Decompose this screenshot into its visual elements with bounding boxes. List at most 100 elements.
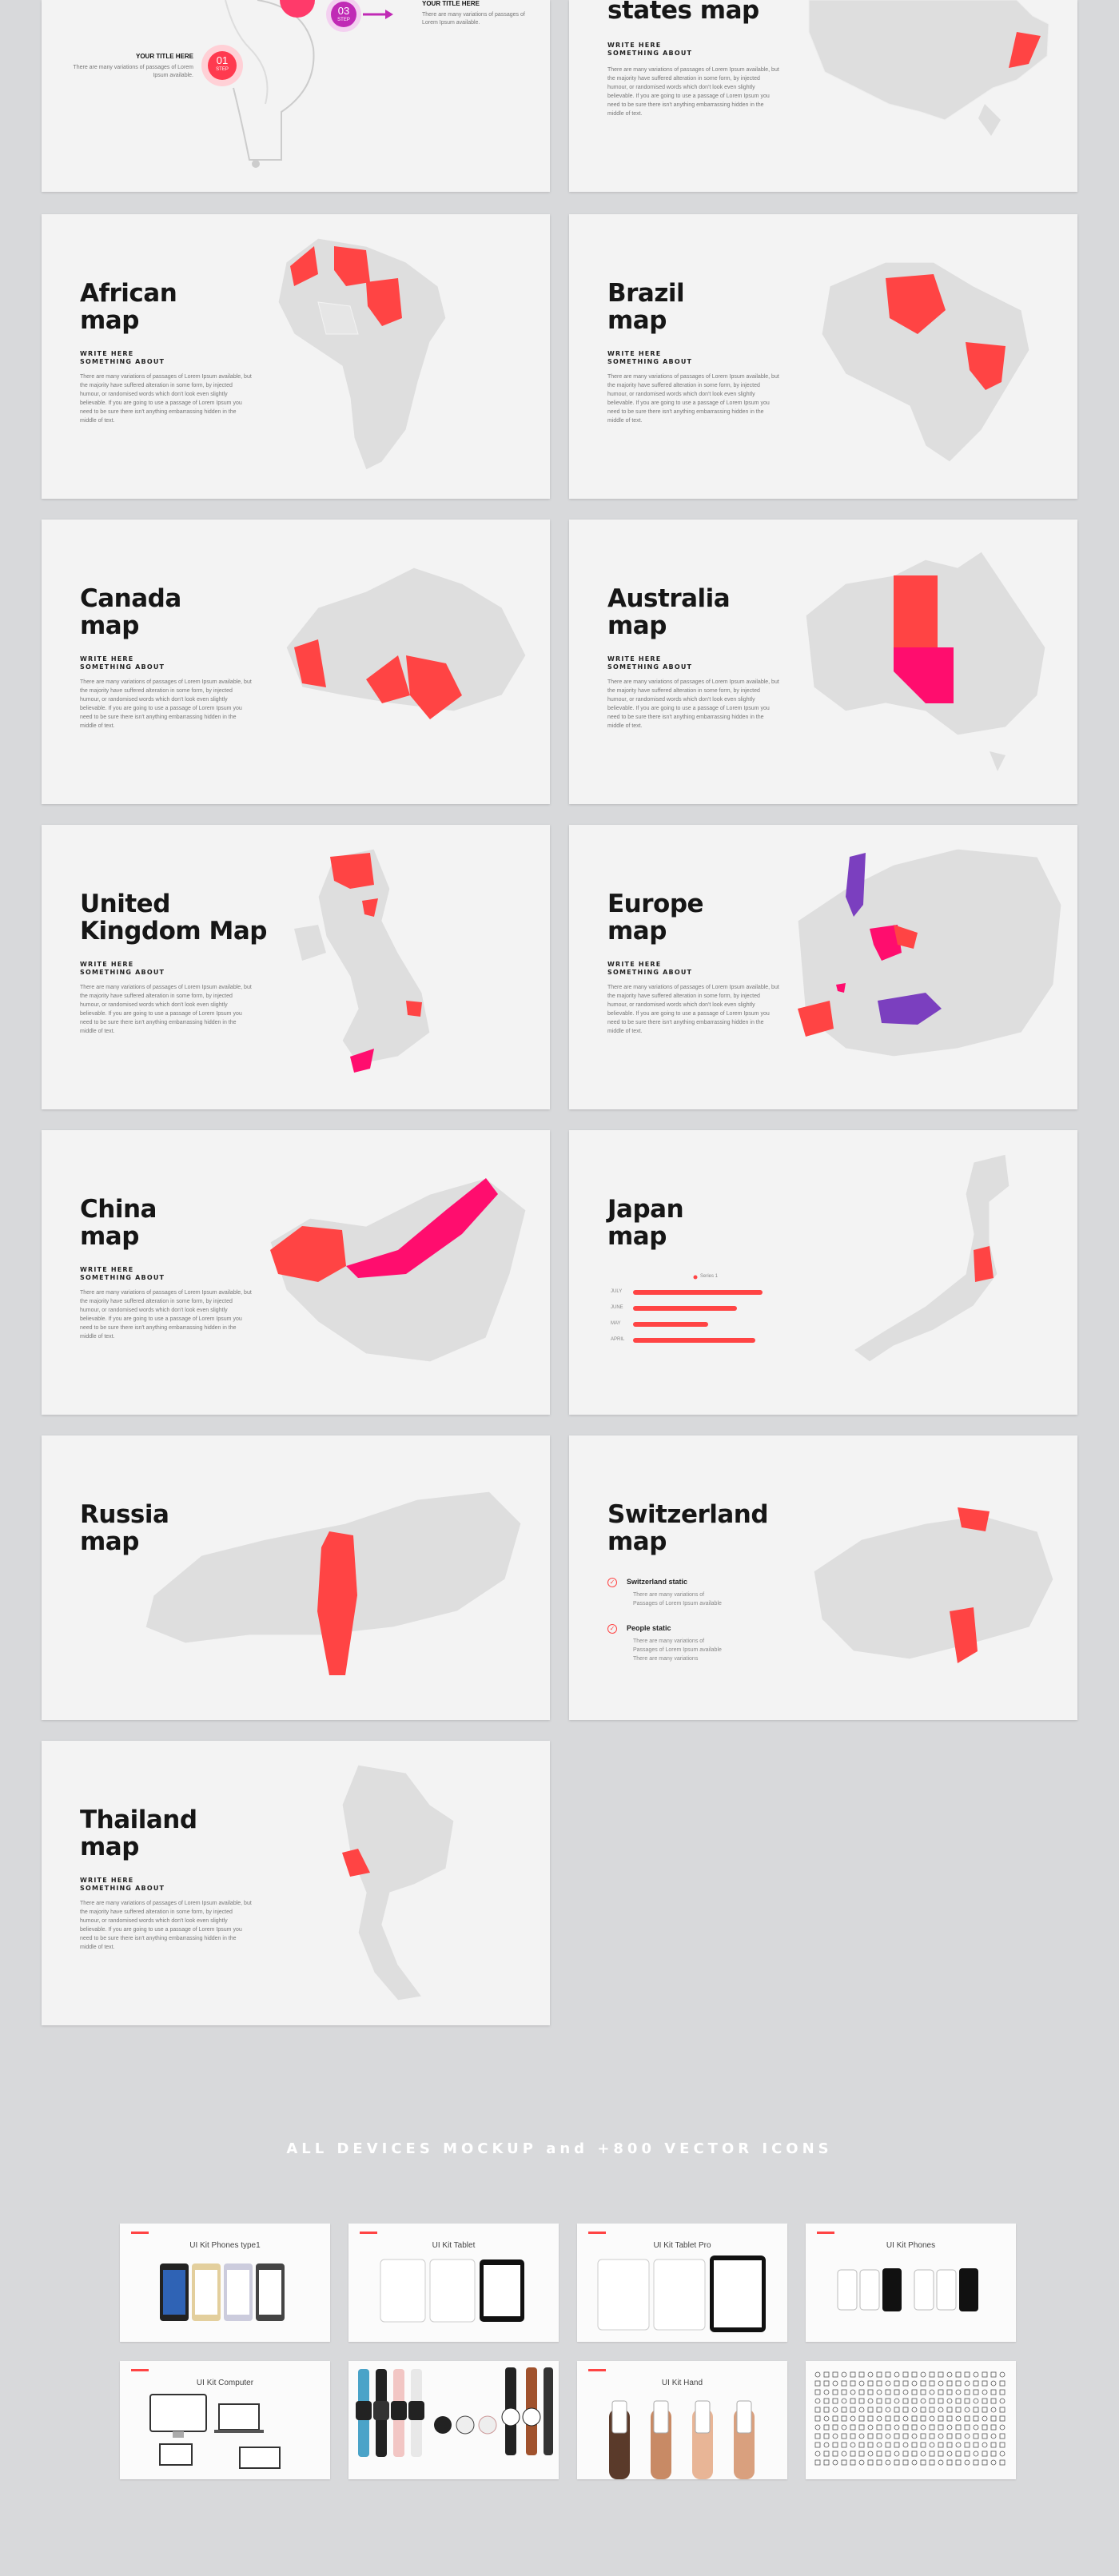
icon-glyph [885, 2389, 891, 2395]
icon-glyph [938, 2424, 944, 2431]
icon-glyph [814, 2380, 821, 2387]
icon-glyph [858, 2459, 865, 2466]
icon-glyph [902, 2451, 909, 2457]
icon-glyph [823, 2407, 830, 2413]
icon-glyph [823, 2380, 830, 2387]
mockup-computer: UI Kit Computer [120, 2361, 330, 2479]
icon-glyph [814, 2415, 821, 2422]
bar-label: JUNE [611, 1305, 623, 1310]
icon-glyph [876, 2415, 882, 2422]
icon-glyph [990, 2424, 997, 2431]
slide-body: There are many variations of passages of… [607, 985, 779, 1034]
slide-china-map: China map WRITE HERE SOMETHING ABOUT The… [42, 1130, 550, 1415]
icon-glyph [814, 2371, 821, 2378]
icon-glyph [894, 2433, 900, 2439]
icon-glyph [867, 2398, 874, 2404]
icon-glyph [841, 2459, 847, 2466]
icon-glyph [999, 2442, 1006, 2448]
icon-glyph [858, 2398, 865, 2404]
bar-label: MAY [611, 1321, 621, 1326]
icon-glyph [920, 2407, 926, 2413]
icon-glyph [823, 2442, 830, 2448]
japan-bar-chart [693, 1275, 698, 1280]
icon-glyph [938, 2433, 944, 2439]
icon-glyph [946, 2407, 953, 2413]
slide-body: There are many variations of passages of… [607, 67, 779, 117]
icon-glyph [894, 2371, 900, 2378]
slide-subtitle: WRITE HERE SOMETHING ABOUT [80, 655, 165, 671]
icon-glyph [946, 2398, 953, 2404]
icon-glyph [867, 2407, 874, 2413]
icon-glyph [982, 2424, 988, 2431]
icon-glyph [929, 2459, 935, 2466]
icon-glyph [990, 2451, 997, 2457]
icon-glyph [911, 2371, 918, 2378]
phones-illustration [160, 2263, 285, 2321]
icon-glyph [964, 2442, 970, 2448]
icon-glyph [885, 2398, 891, 2404]
mockup-hand: UI Kit Hand [577, 2361, 787, 2479]
icon-glyph [929, 2415, 935, 2422]
slide-subtitle: WRITE HERE SOMETHING ABOUT [80, 1877, 165, 1892]
item1-title: Switzerland static [627, 1578, 688, 1586]
icon-glyph [894, 2389, 900, 2395]
icon-glyph [885, 2424, 891, 2431]
icon-glyph [955, 2424, 962, 2431]
slide-switzerland-map: Switzerland map ✓ Switzerland static The… [569, 1435, 1077, 1720]
slide-title: Australia map [607, 584, 731, 640]
icon-glyph [858, 2389, 865, 2395]
icon-glyph [938, 2380, 944, 2387]
vector-icons-grid [814, 2371, 1006, 2466]
icon-glyph [841, 2451, 847, 2457]
icon-glyph [911, 2459, 918, 2466]
icon-glyph [911, 2433, 918, 2439]
icon-glyph [894, 2459, 900, 2466]
check-icon: ✓ [607, 1578, 617, 1587]
icon-glyph [964, 2407, 970, 2413]
icon-glyph [920, 2459, 926, 2466]
icon-glyph [920, 2380, 926, 2387]
icon-glyph [920, 2433, 926, 2439]
icon-glyph [929, 2451, 935, 2457]
icon-glyph [894, 2424, 900, 2431]
bar [633, 1290, 763, 1295]
icon-glyph [876, 2459, 882, 2466]
icon-glyph [841, 2389, 847, 2395]
icon-glyph [885, 2459, 891, 2466]
slide-subtitle: WRITE HERE SOMETHING ABOUT [607, 42, 693, 57]
icon-glyph [876, 2380, 882, 2387]
slide-body: There are many variations of passages of… [80, 679, 252, 729]
mockup-title: UI Kit Hand [661, 2379, 703, 2387]
slide-australia-map: Australia map WRITE HERE SOMETHING ABOUT… [569, 520, 1077, 804]
icon-glyph [973, 2407, 979, 2413]
icon-glyph [982, 2415, 988, 2422]
icon-glyph [885, 2433, 891, 2439]
icon-glyph [955, 2380, 962, 2387]
icon-glyph [938, 2371, 944, 2378]
icon-glyph [920, 2398, 926, 2404]
icon-glyph [876, 2433, 882, 2439]
slide-title: Brazil map [607, 279, 685, 335]
icon-glyph [911, 2442, 918, 2448]
tablet-pro-illustration [597, 2255, 766, 2332]
icon-glyph [929, 2424, 935, 2431]
slide-subtitle: WRITE HERE SOMETHING ABOUT [607, 961, 693, 976]
icon-glyph [920, 2451, 926, 2457]
icon-glyph [850, 2433, 856, 2439]
icon-glyph [858, 2407, 865, 2413]
canada-map [285, 567, 527, 719]
icon-glyph [929, 2407, 935, 2413]
slide-uk-map: United Kingdom Map WRITE HERE SOMETHING … [42, 825, 550, 1109]
icon-glyph [814, 2398, 821, 2404]
step3-num: 03 [337, 5, 350, 17]
icon-glyph [841, 2442, 847, 2448]
icon-glyph [885, 2380, 891, 2387]
icon-glyph [990, 2371, 997, 2378]
slide-body: There are many variations of passages of… [80, 1901, 252, 1950]
icon-glyph [841, 2398, 847, 2404]
icon-glyph [823, 2451, 830, 2457]
icon-glyph [920, 2371, 926, 2378]
slide-body: There are many variations of passages of… [607, 679, 779, 729]
icon-glyph [938, 2389, 944, 2395]
icon-glyph [814, 2433, 821, 2439]
